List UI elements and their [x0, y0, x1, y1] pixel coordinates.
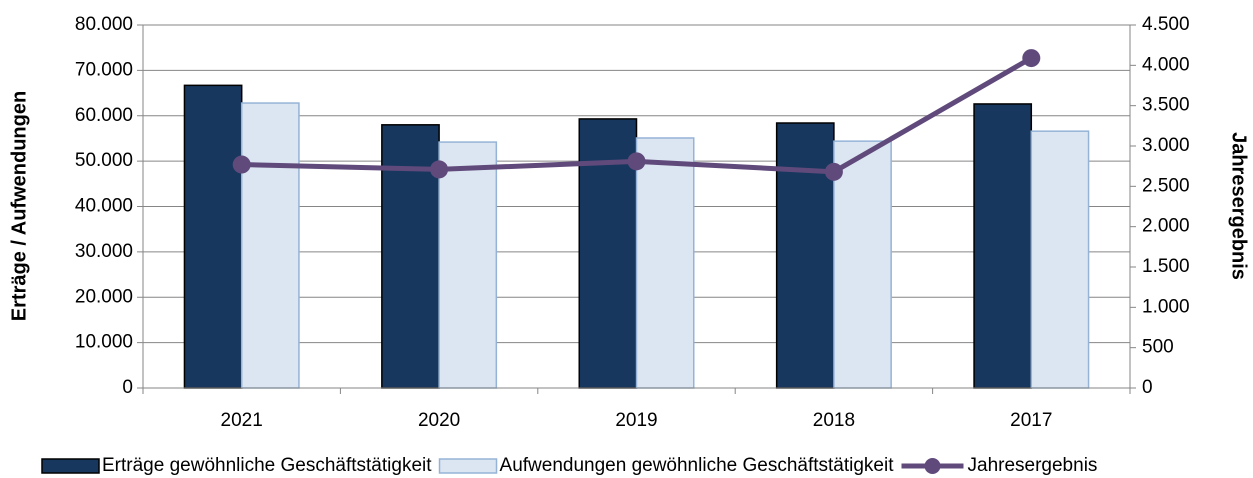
legend-swatch: [438, 458, 498, 474]
bar: [1030, 130, 1090, 389]
x-tick-label: 2020: [418, 410, 460, 431]
legend-swatch: [924, 458, 941, 474]
y-tick-label: 80.000: [75, 14, 133, 35]
bar: [635, 137, 695, 389]
legend-label: Erträge gewöhnliche Geschäftstätigkeit: [102, 455, 432, 476]
bar: [183, 84, 243, 389]
y-tick-label: 40.000: [75, 196, 133, 217]
bar: [775, 122, 835, 389]
y-tick-label: 20.000: [75, 286, 133, 307]
y2-tick-label: 3.500: [1142, 95, 1190, 116]
x-tick-label: 2021: [221, 410, 263, 431]
x-tick-label: 2019: [615, 410, 657, 431]
y-tick-label: 30.000: [75, 241, 133, 262]
y-tick-label: 50.000: [75, 150, 133, 171]
legend-label: Aufwendungen gewöhnliche Geschäftstätigk…: [500, 455, 895, 476]
line-marker: [232, 155, 251, 174]
legend-label: Jahresergebnis: [968, 455, 1098, 476]
bar: [833, 140, 892, 389]
y2-tick-label: 4.500: [1142, 14, 1190, 35]
y2-tick-label: 1.000: [1142, 296, 1190, 317]
x-tick-label: 2018: [813, 410, 855, 431]
y2-tick-label: 500: [1142, 337, 1174, 358]
line-marker: [1022, 49, 1041, 68]
legend-swatch: [41, 458, 100, 474]
y2-tick-label: 2.500: [1142, 175, 1190, 196]
y2-tick-label: 2.000: [1142, 216, 1190, 237]
y-tick-label: 10.000: [75, 332, 133, 353]
y-tick-label: 0: [122, 377, 133, 398]
y2-tick-label: 1.500: [1142, 256, 1190, 277]
line-marker: [627, 152, 646, 171]
y2-tick-label: 4.000: [1142, 54, 1190, 75]
y-axis-title: Erträge / Aufwendungen: [8, 91, 30, 321]
y-tick-label: 60.000: [75, 105, 133, 126]
y2-axis-title: Jahresergebnis: [1228, 132, 1250, 280]
bar: [381, 124, 440, 389]
x-tick-label: 2017: [1010, 410, 1052, 431]
bar: [240, 102, 300, 389]
line-marker: [824, 162, 843, 181]
bar: [973, 103, 1033, 389]
y-tick-label: 70.000: [75, 59, 133, 80]
line-marker: [430, 160, 449, 179]
y2-tick-label: 3.000: [1142, 135, 1190, 156]
bar: [438, 141, 498, 389]
y2-tick-label: 0: [1142, 377, 1153, 398]
